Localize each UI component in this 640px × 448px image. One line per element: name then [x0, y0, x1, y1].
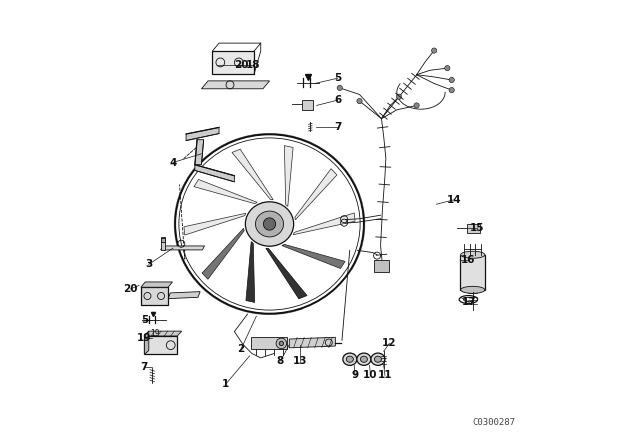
Text: 1: 1 [222, 379, 229, 389]
Polygon shape [161, 246, 205, 250]
Polygon shape [195, 165, 234, 182]
Polygon shape [195, 140, 204, 165]
Text: 18: 18 [246, 60, 260, 70]
Circle shape [276, 338, 287, 349]
Text: 2: 2 [237, 344, 244, 354]
Circle shape [337, 85, 342, 90]
Polygon shape [246, 241, 255, 302]
Circle shape [449, 87, 454, 93]
Polygon shape [289, 337, 335, 348]
Polygon shape [202, 81, 269, 89]
Polygon shape [186, 127, 219, 141]
Circle shape [431, 48, 436, 53]
Polygon shape [141, 282, 173, 287]
Polygon shape [184, 213, 246, 235]
Text: 6: 6 [334, 95, 341, 105]
Text: 8: 8 [277, 356, 284, 366]
Text: 5: 5 [141, 314, 148, 325]
Polygon shape [282, 244, 345, 268]
Text: 17: 17 [462, 297, 477, 307]
Ellipse shape [360, 356, 367, 362]
Circle shape [264, 218, 276, 230]
Polygon shape [145, 331, 148, 354]
Polygon shape [266, 248, 307, 299]
Polygon shape [284, 146, 293, 207]
Bar [461, 255, 484, 290]
Bar [303, 100, 313, 110]
Bar [161, 237, 165, 241]
Ellipse shape [461, 286, 485, 293]
Ellipse shape [371, 353, 385, 366]
Text: 14: 14 [447, 195, 461, 205]
Text: 19: 19 [150, 329, 160, 338]
Text: 19: 19 [137, 333, 152, 343]
Polygon shape [161, 237, 165, 250]
Polygon shape [168, 292, 200, 299]
Text: 13: 13 [293, 356, 307, 366]
Ellipse shape [346, 356, 353, 362]
Ellipse shape [461, 251, 485, 258]
Text: 5: 5 [334, 73, 341, 83]
Circle shape [396, 94, 402, 99]
Polygon shape [232, 149, 273, 200]
Text: 4: 4 [169, 158, 177, 168]
Text: C0300287: C0300287 [472, 418, 515, 427]
Ellipse shape [374, 356, 381, 362]
Text: 10: 10 [364, 370, 378, 380]
Polygon shape [295, 169, 337, 220]
Ellipse shape [245, 202, 294, 246]
Bar [374, 260, 389, 272]
Bar [145, 336, 177, 354]
Text: 20: 20 [234, 60, 248, 70]
Ellipse shape [357, 353, 371, 366]
Circle shape [357, 99, 362, 103]
Text: 7: 7 [141, 362, 148, 372]
Ellipse shape [343, 353, 357, 366]
Polygon shape [194, 180, 257, 204]
Text: 20: 20 [123, 284, 138, 294]
Polygon shape [145, 331, 182, 336]
Text: 7: 7 [334, 122, 341, 133]
Text: 9: 9 [351, 370, 358, 380]
Bar [141, 287, 168, 305]
Text: 16: 16 [461, 255, 476, 265]
Text: 11: 11 [378, 370, 392, 380]
Polygon shape [202, 228, 244, 279]
Polygon shape [293, 213, 355, 235]
Ellipse shape [255, 211, 284, 237]
Text: 3: 3 [145, 259, 152, 269]
Text: 15: 15 [470, 224, 484, 233]
Bar [251, 337, 287, 349]
Bar [212, 51, 254, 74]
Circle shape [279, 341, 284, 345]
Circle shape [449, 78, 454, 82]
Text: 12: 12 [382, 338, 397, 349]
Circle shape [445, 65, 450, 71]
Bar [467, 224, 480, 233]
Circle shape [414, 103, 419, 108]
